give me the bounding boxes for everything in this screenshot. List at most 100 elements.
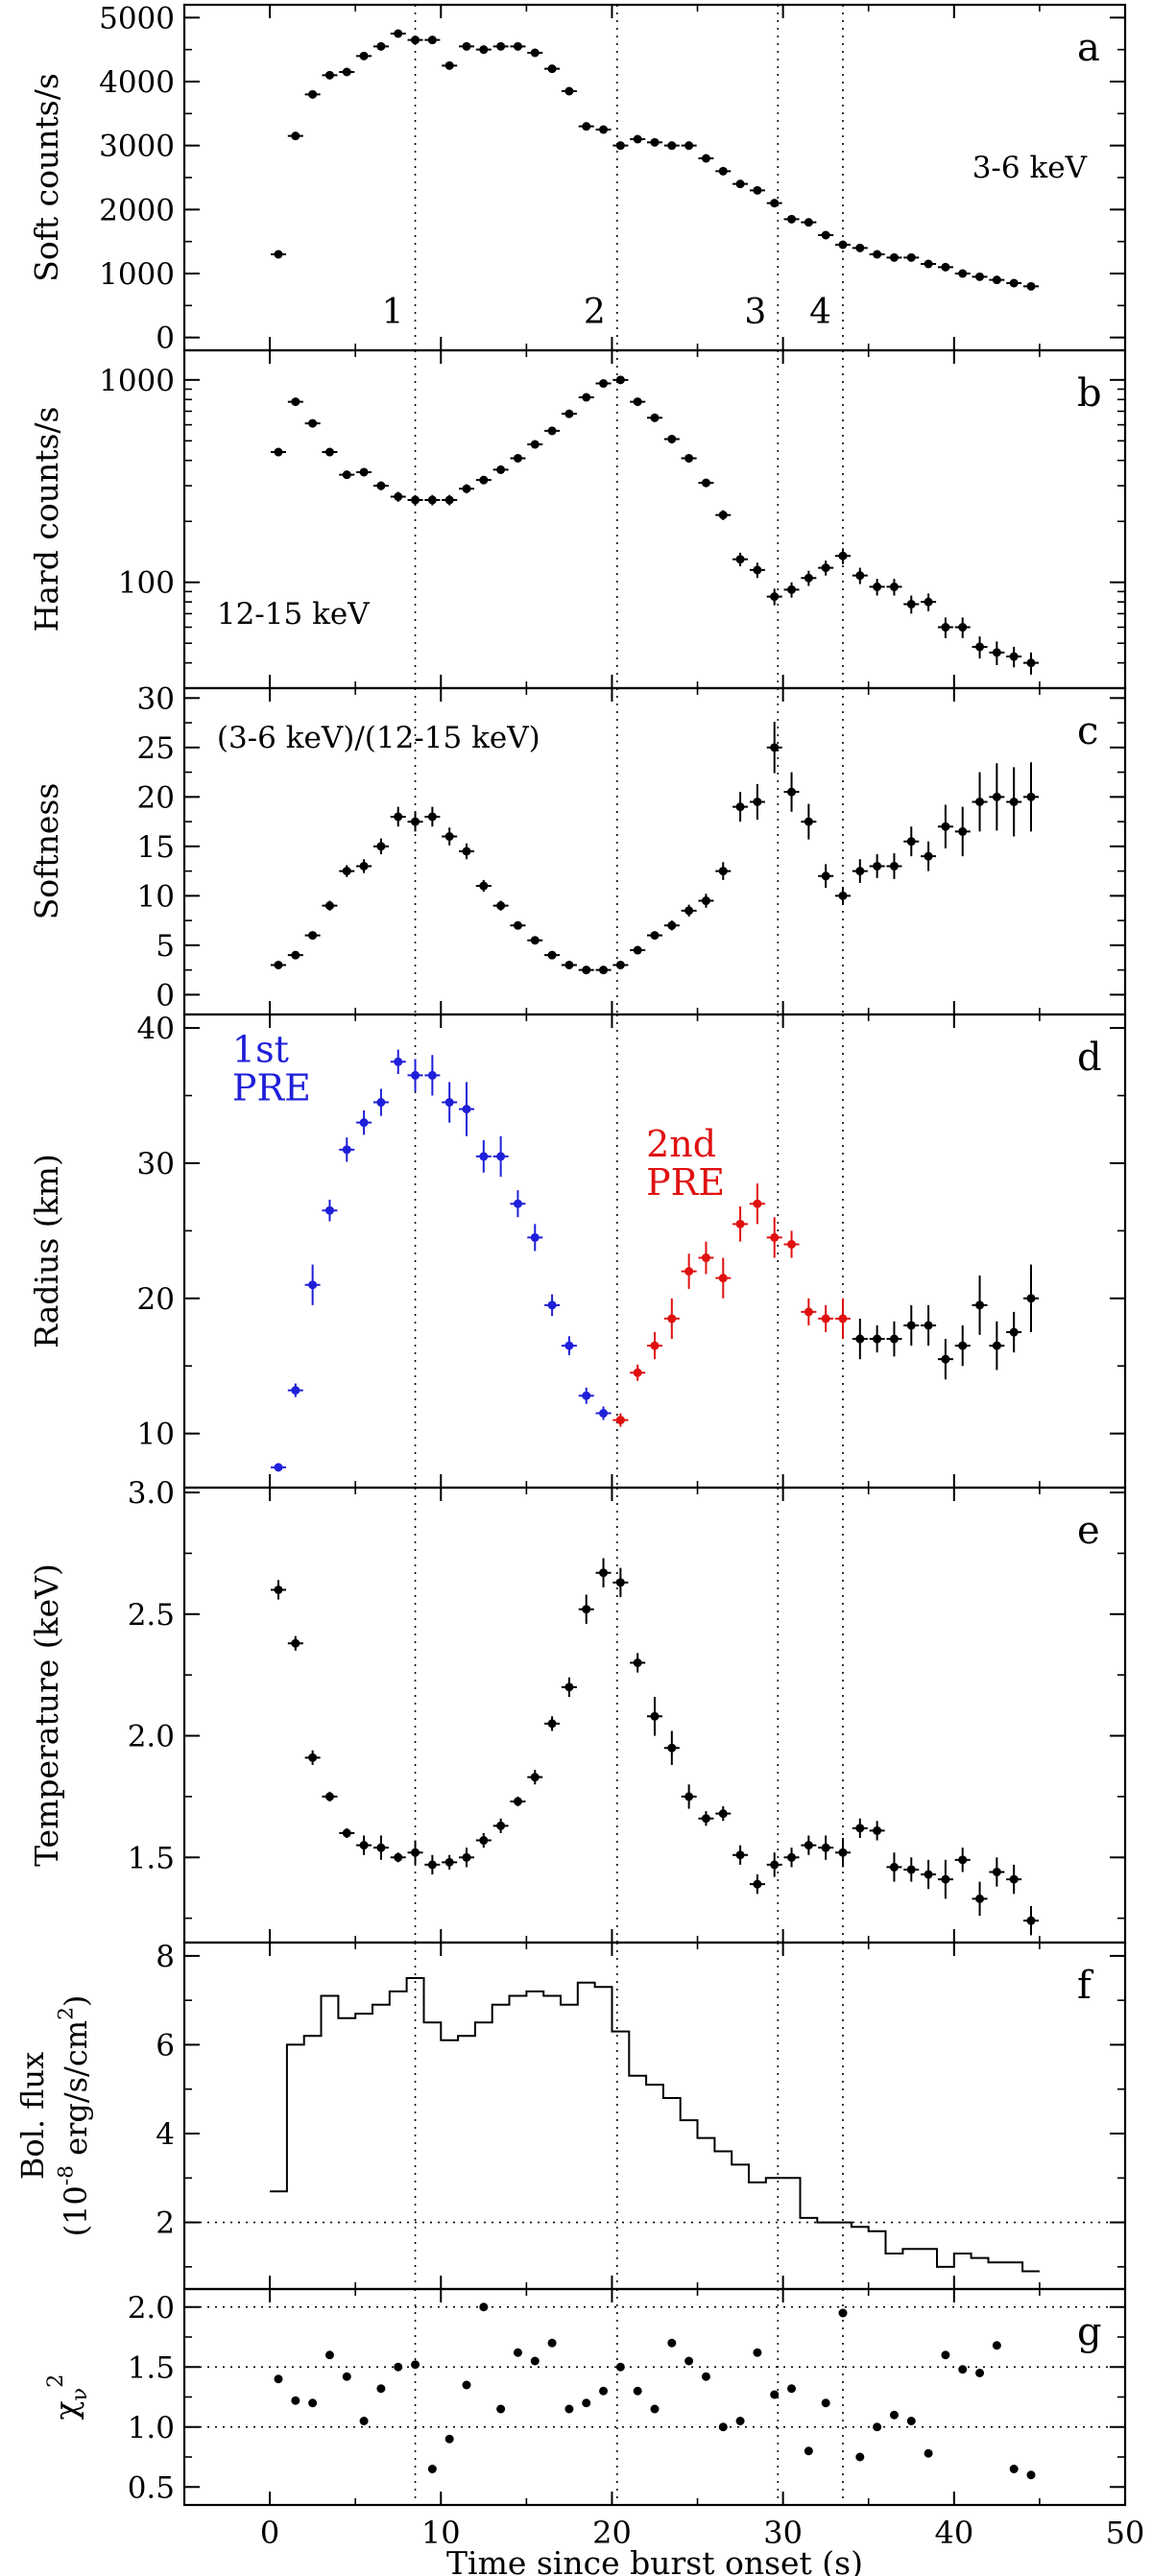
panel-c: 0 5 10 15 20 25 30 c Softness (3-6 keV)/(12-15 ke… <box>28 681 1127 1016</box>
data-point <box>701 1814 710 1824</box>
data-point <box>615 2362 625 2372</box>
data-point <box>342 67 351 77</box>
data-point <box>906 599 916 608</box>
data-point <box>394 29 403 38</box>
data-point <box>804 2446 813 2456</box>
data-point <box>479 1836 489 1846</box>
y-tick-label: 10 <box>137 1418 175 1452</box>
data-point <box>941 2350 950 2360</box>
y-tick-label: 25 <box>137 731 175 766</box>
data-point <box>462 41 471 51</box>
x-tick-label: 20 <box>592 2515 632 2551</box>
data-point <box>547 426 557 436</box>
data-point <box>564 409 574 418</box>
data-point <box>650 137 660 147</box>
panel-f: 2 4 6 8 f Bol. flux(10-8 erg/s/cm2) <box>14 1940 1127 2291</box>
data-point <box>342 470 351 480</box>
data-point <box>838 1848 848 1857</box>
data-point <box>821 563 830 573</box>
data-point <box>855 2452 865 2462</box>
y-axis-label-units: (10-8 erg/s/cm2) <box>55 1995 94 2237</box>
data-point <box>906 1865 916 1874</box>
data-point <box>633 945 642 955</box>
series-c <box>271 722 1039 975</box>
data-point <box>564 86 574 96</box>
panel-letter: g <box>1077 2310 1102 2354</box>
y-tick-label: 0 <box>156 322 175 356</box>
data-point <box>975 642 985 652</box>
data-point <box>667 1314 677 1324</box>
data-point <box>291 1638 300 1648</box>
data-point <box>873 1825 882 1835</box>
y-tick-label: 30 <box>137 681 175 716</box>
y-tick-label: 2.0 <box>128 1720 175 1754</box>
data-point <box>753 2348 762 2357</box>
data-point <box>924 597 933 607</box>
x-tick-label: 30 <box>763 2515 803 2551</box>
y-axis-label: χν2 <box>43 2374 92 2421</box>
data-point <box>924 1321 933 1330</box>
y-axis-label: Hard counts/s <box>28 407 65 632</box>
data-point <box>889 861 899 871</box>
x-tick-label: 50 <box>1106 2515 1145 2551</box>
data-point <box>530 48 540 58</box>
data-point <box>975 272 985 281</box>
data-point <box>992 648 1001 657</box>
y-tick-label: 15 <box>137 830 175 865</box>
data-point <box>547 1719 557 1729</box>
data-point <box>821 1843 830 1852</box>
data-point <box>274 1585 283 1594</box>
data-point <box>804 817 813 826</box>
data-point <box>718 2422 728 2432</box>
data-point <box>684 141 694 151</box>
data-point <box>324 1792 334 1801</box>
data-point <box>975 2369 985 2377</box>
data-point <box>684 906 694 916</box>
data-point <box>411 1848 420 1857</box>
data-point <box>274 447 283 457</box>
data-point <box>411 495 420 505</box>
data-point <box>667 141 677 151</box>
data-point <box>924 2448 933 2458</box>
data-point <box>308 1280 318 1290</box>
data-point <box>753 797 762 806</box>
data-point <box>838 240 848 250</box>
data-point <box>992 1341 1001 1350</box>
panel-letter: a <box>1077 26 1100 70</box>
data-point <box>667 2338 677 2348</box>
y-tick-label: 20 <box>137 780 175 815</box>
y-tick-label: 2.0 <box>128 2291 175 2326</box>
data-point <box>735 1219 745 1228</box>
data-point <box>530 1773 540 1782</box>
data-point <box>633 397 642 407</box>
data-point <box>513 41 522 51</box>
y-tick-label: 5000 <box>99 1 175 36</box>
data-point <box>855 1334 865 1344</box>
data-point <box>444 1098 454 1108</box>
data-point <box>701 2372 710 2381</box>
data-point <box>941 822 950 831</box>
data-point <box>753 185 762 195</box>
data-point <box>308 89 318 99</box>
data-point <box>496 901 506 911</box>
pre-label-1: 1st <box>232 1028 289 1070</box>
data-point <box>855 867 865 876</box>
data-point <box>906 837 916 847</box>
data-point <box>342 867 351 876</box>
y-axis-label: Bol. flux <box>14 2052 51 2180</box>
data-point <box>411 2360 420 2370</box>
data-point <box>496 1152 506 1161</box>
data-point <box>958 623 968 632</box>
data-point <box>444 495 454 505</box>
y-tick-label: 30 <box>137 1147 175 1181</box>
data-point <box>479 881 489 891</box>
data-point <box>838 551 848 561</box>
y-tick-label: 3.0 <box>128 1476 175 1511</box>
pre-label-2: 2nd <box>646 1123 716 1165</box>
data-point <box>718 511 728 520</box>
data-point <box>376 481 386 490</box>
data-point <box>906 2417 916 2425</box>
x-tick-label: 10 <box>421 2515 461 2551</box>
y-tick-label: 20 <box>137 1282 175 1317</box>
panel-frame <box>182 2287 1127 2507</box>
